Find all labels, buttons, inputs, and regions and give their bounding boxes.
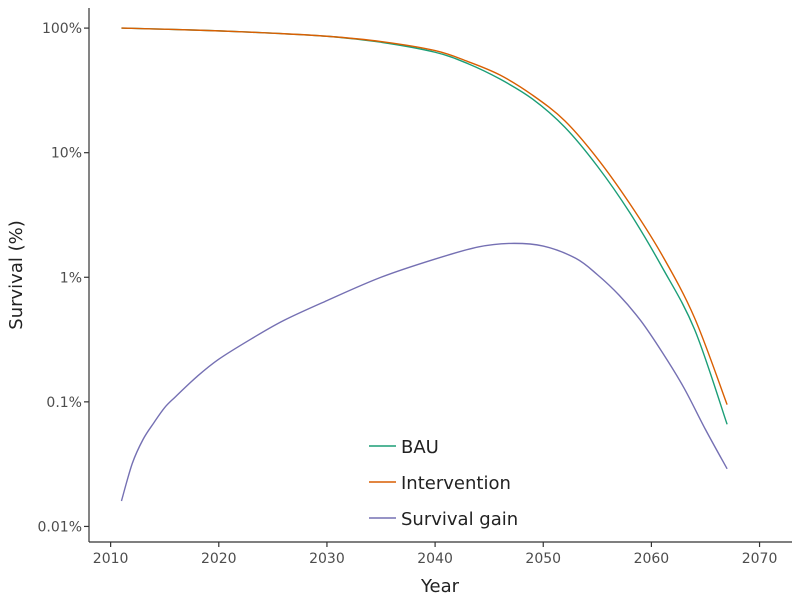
legend-label-bau: BAU xyxy=(401,437,439,458)
x-tick-label: 2070 xyxy=(742,551,778,567)
series-lines xyxy=(120,27,728,502)
x-tick-label: 2030 xyxy=(309,551,345,567)
axes xyxy=(88,8,792,543)
y-tick-label: 100% xyxy=(42,21,82,37)
legend-label-survival-gain: Survival gain xyxy=(401,509,518,530)
x-ticks: 2010 2020 2030 2040 2050 2060 2070 xyxy=(93,542,778,567)
y-axis-title: Survival (%) xyxy=(6,220,27,329)
series-line-survival-gain xyxy=(120,242,728,502)
y-tick-label: 1% xyxy=(60,270,82,286)
series-line-bau xyxy=(121,27,728,425)
y-tick-label: 0.01% xyxy=(38,519,82,535)
y-tick-label: 0.1% xyxy=(46,395,82,411)
x-tick-label: 2020 xyxy=(201,551,237,567)
legend-label-intervention: Intervention xyxy=(401,473,511,494)
x-axis-title: Year xyxy=(420,576,460,597)
y-ticks: 100% 10% 1% 0.1% 0.01% xyxy=(38,21,89,535)
y-tick-label: 10% xyxy=(51,146,82,162)
x-tick-label: 2050 xyxy=(525,551,561,567)
x-tick-label: 2060 xyxy=(634,551,670,567)
x-tick-label: 2010 xyxy=(93,551,129,567)
legend: BAU Intervention Survival gain xyxy=(369,437,518,530)
series-line-intervention xyxy=(121,27,728,405)
x-tick-label: 2040 xyxy=(417,551,453,567)
